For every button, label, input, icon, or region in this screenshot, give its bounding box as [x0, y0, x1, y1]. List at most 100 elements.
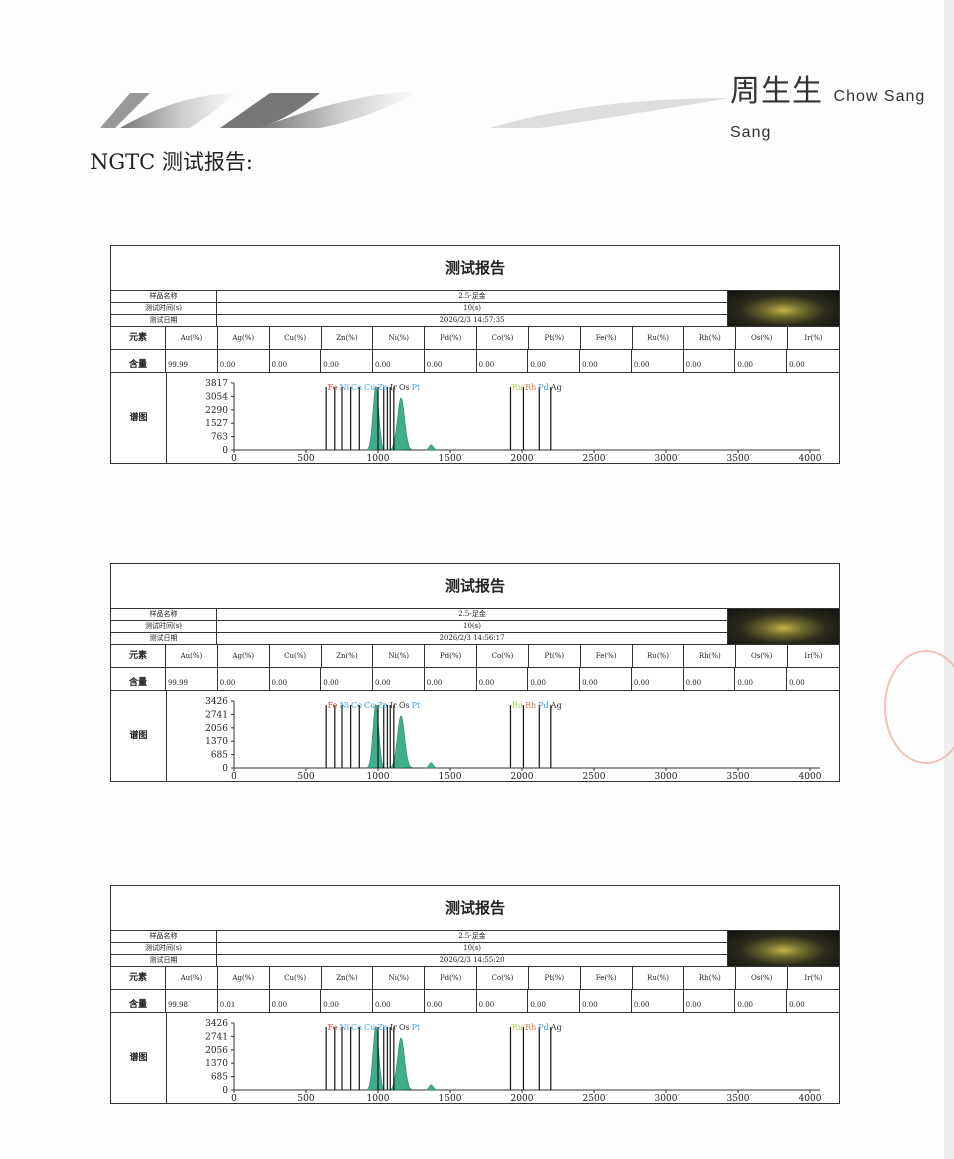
element-header: Co(%): [477, 645, 529, 667]
sample-name-value: 2.5-足金: [217, 931, 727, 943]
x-tick-label: 3000: [655, 1094, 678, 1103]
element-header: Ni(%): [373, 967, 426, 989]
peak-label: Rh: [525, 701, 536, 710]
content-value: 0.00: [789, 1001, 805, 1009]
test-time-value: 10(s): [217, 303, 727, 315]
x-tick-label: 0: [231, 1094, 237, 1103]
peak-label: Zn: [377, 383, 388, 392]
content-value: 0.00: [528, 350, 581, 372]
element-header: Fe(%): [581, 967, 633, 989]
report-title: 测试报告: [111, 246, 839, 291]
test-date-label: 测试日期: [111, 633, 216, 645]
content-label: 含量: [111, 990, 166, 1012]
sample-photo: [728, 609, 839, 645]
element-header: Pt(%): [529, 327, 581, 349]
content-value: 0.00: [373, 990, 425, 1012]
element-header: Au(%): [166, 967, 218, 989]
element-header: Ag(%): [218, 645, 270, 667]
element-header: Pd(%): [425, 967, 478, 989]
report-title: 测试报告: [111, 886, 839, 931]
spectrum-chart: 0 685 1370 2056 2741 3426 0 500 1000 1500 2000 2500…: [205, 1019, 822, 1103]
sample-photo: [728, 291, 839, 327]
x-tick-label: 2000: [511, 454, 534, 463]
x-tick-label: 500: [297, 772, 314, 781]
element-header: Pd(%): [425, 327, 478, 349]
element-header: Co(%): [477, 967, 529, 989]
test-report: 测试报告 样品名称 测试时间(s) 测试日期 2.5-足金 10(s) 2026…: [110, 885, 840, 1104]
test-time-value: 10(s): [217, 943, 727, 955]
content-value: 0.00: [477, 990, 529, 1012]
peak-label: Ni: [339, 1023, 349, 1032]
logo-english: Chow Sang Sang: [730, 88, 926, 141]
peak-label: Pd: [538, 1023, 549, 1032]
content-value: 0.00: [580, 668, 632, 690]
test-date-value: 2026/2/3 14:55:20: [217, 955, 727, 967]
peak-label: Pt: [412, 1023, 421, 1032]
content-value: 0.00: [270, 990, 322, 1012]
spectrum-peak: [424, 762, 438, 769]
spectrum-peak: [424, 1084, 438, 1091]
sample-photo: [728, 931, 839, 967]
content-value: 0.00: [321, 990, 374, 1012]
y-tick-label: 3426: [205, 1019, 228, 1029]
element-header: Ni(%): [373, 645, 426, 667]
content-value: 0.00: [580, 990, 632, 1012]
test-date-value: 2026/2/3 14:56:17: [217, 633, 727, 645]
x-tick-label: 2500: [583, 1094, 606, 1103]
peak-label: Ru: [512, 701, 523, 710]
element-header: Zn(%): [322, 967, 374, 989]
peak-label: Zn: [377, 1023, 388, 1032]
element-header: Pd(%): [425, 645, 478, 667]
content-value: 99.99: [166, 668, 218, 690]
peak-label: Ir: [390, 701, 397, 710]
chow-sang-sang-logo: 周生生 Chow Sang Sang: [730, 66, 954, 145]
test-time-label: 测试时间(s): [111, 621, 216, 633]
test-report: 测试报告 样品名称 测试时间(s) 测试日期 2.5-足金 10(s) 2026…: [110, 245, 840, 464]
element-header: Cu(%): [270, 967, 322, 989]
peak-label: Fe: [328, 1023, 338, 1032]
peak-label: Fe: [328, 701, 338, 710]
content-value: 0.00: [580, 350, 632, 372]
y-tick-label: 3817: [205, 379, 228, 389]
peak-label: Fe: [328, 383, 338, 392]
y-tick-label: 3426: [205, 697, 228, 707]
test-report: 测试报告 样品名称 测试时间(s) 测试日期 2.5-足金 10(s) 2026…: [110, 563, 840, 782]
spectrum-chart: 0 685 1370 2056 2741 3426 0 500 1000 1500 2000 2500…: [205, 697, 822, 781]
element-header: Zn(%): [322, 327, 374, 349]
y-tick-label: 0: [222, 764, 228, 774]
element-header: Ni(%): [373, 327, 426, 349]
peak-label: Ni: [339, 383, 349, 392]
y-tick-label: 3054: [205, 392, 228, 402]
x-tick-label: 2000: [511, 772, 534, 781]
element-header: Ag(%): [218, 327, 270, 349]
content-value: 0.00: [270, 668, 322, 690]
y-tick-label: 2056: [205, 1046, 228, 1056]
element-header: Cu(%): [270, 645, 322, 667]
content-value: 99.99: [166, 350, 218, 372]
y-tick-label: 2056: [205, 724, 228, 734]
content-label: 含量: [111, 668, 166, 690]
y-tick-label: 2741: [205, 710, 228, 720]
peak-label: Ag: [550, 383, 562, 392]
peak-label: Ni: [339, 701, 349, 710]
peak-label: Cu: [364, 701, 375, 710]
spectrum-label: 谱图: [111, 373, 167, 463]
sample-name-label: 样品名称: [111, 291, 216, 303]
content-value: 0.00: [684, 668, 736, 690]
content-value: 0.00: [218, 668, 270, 690]
peak-label: Ag: [550, 701, 562, 710]
test-date-label: 测试日期: [111, 315, 216, 327]
x-tick-label: 3500: [727, 772, 750, 781]
x-tick-label: 0: [231, 454, 237, 463]
element-header: Ir(%): [804, 334, 823, 342]
content-value: 0.00: [789, 679, 805, 687]
x-tick-label: 4000: [799, 772, 822, 781]
content-value: 0.00: [425, 668, 477, 690]
element-label: 元素: [111, 967, 166, 989]
spectrum-peak: [366, 703, 386, 769]
element-header: Ir(%): [804, 974, 823, 982]
element-header: Pt(%): [529, 645, 581, 667]
content-value: 0.01: [218, 990, 270, 1012]
element-header: Ag(%): [218, 967, 270, 989]
x-tick-label: 1000: [367, 772, 390, 781]
